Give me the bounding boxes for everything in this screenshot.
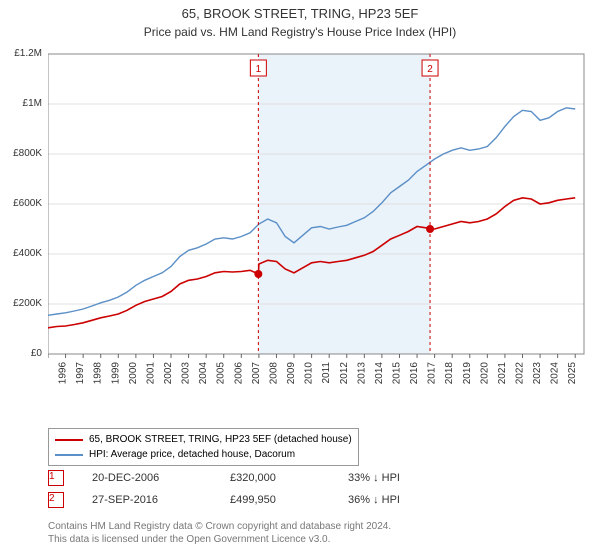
sale-price: £499,950 [230, 494, 320, 506]
ytick-label: £0 [31, 348, 42, 359]
legend-label: 65, BROOK STREET, TRING, HP23 5EF (detac… [89, 432, 352, 447]
xtick-label: 2015 [391, 362, 402, 385]
sale-row: 1 20-DEC-2006 £320,000 33% ↓ HPI [48, 470, 400, 486]
sale-marker-dot [254, 270, 262, 278]
ytick-label: £200K [13, 298, 42, 309]
chart-title: 65, BROOK STREET, TRING, HP23 5EF [0, 0, 600, 23]
ytick-label: £600K [13, 198, 42, 209]
footnote-line: This data is licensed under the Open Gov… [48, 533, 391, 546]
sale-date: 27-SEP-2016 [92, 494, 202, 506]
xtick-label: 1997 [75, 362, 86, 385]
xtick-label: 1998 [93, 362, 104, 385]
xtick-label: 2010 [304, 362, 315, 385]
xtick-label: 2016 [409, 362, 420, 385]
ytick-label: £400K [13, 248, 42, 259]
legend-swatch [55, 454, 83, 456]
footnote-line: Contains HM Land Registry data © Crown c… [48, 520, 391, 533]
xtick-label: 2002 [163, 362, 174, 385]
xtick-label: 2018 [444, 362, 455, 385]
ytick-label: £1.2M [14, 48, 42, 59]
legend-item: 65, BROOK STREET, TRING, HP23 5EF (detac… [55, 432, 352, 447]
chart-subtitle: Price paid vs. HM Land Registry's House … [0, 25, 600, 39]
xtick-label: 2023 [532, 362, 543, 385]
sale-marker-num: 1 [256, 64, 262, 75]
xtick-label: 2005 [216, 362, 227, 385]
sales-table: 1 20-DEC-2006 £320,000 33% ↓ HPI 2 27-SEP-201… [48, 470, 400, 514]
xtick-label: 2009 [286, 362, 297, 385]
price-chart: 1 2 1995 1996 1997 1998 1999 2000 2001 2002 2003 20… [48, 50, 588, 390]
xtick-label: 2001 [145, 362, 156, 385]
chart-container: 65, BROOK STREET, TRING, HP23 5EF Price … [0, 0, 600, 560]
xtick-label: 2006 [233, 362, 244, 385]
footnote: Contains HM Land Registry data © Crown c… [48, 520, 391, 546]
xtick-label: 2008 [268, 362, 279, 385]
legend-swatch [55, 439, 83, 441]
xtick-label: 2017 [427, 362, 438, 385]
xtick-label: 2022 [514, 362, 525, 385]
legend-item: HPI: Average price, detached house, Daco… [55, 447, 352, 462]
xtick-label: 2000 [128, 362, 139, 385]
xtick-label: 2019 [462, 362, 473, 385]
xtick-label: 1995 [48, 362, 51, 385]
sale-price: £320,000 [230, 472, 320, 484]
sale-diff: 33% ↓ HPI [348, 472, 400, 484]
legend: 65, BROOK STREET, TRING, HP23 5EF (detac… [48, 428, 359, 466]
xtick-label: 2012 [339, 362, 350, 385]
sale-row-marker: 1 [48, 470, 64, 486]
xtick-label: 2014 [374, 362, 385, 385]
sale-date: 20-DEC-2006 [92, 472, 202, 484]
xtick-label: 1999 [110, 362, 121, 385]
ytick-label: £800K [13, 148, 42, 159]
xtick-label: 2004 [198, 362, 209, 385]
sale-marker-num: 2 [427, 64, 433, 75]
sale-row: 2 27-SEP-2016 £499,950 36% ↓ HPI [48, 492, 400, 508]
xtick-label: 2025 [567, 362, 578, 385]
xtick-label: 2020 [479, 362, 490, 385]
sale-marker-dot [426, 225, 434, 233]
xtick-label: 2024 [550, 362, 561, 385]
legend-label: HPI: Average price, detached house, Daco… [89, 447, 295, 462]
xtick-label: 2021 [497, 362, 508, 385]
xtick-label: 1996 [58, 362, 69, 385]
ytick-label: £1M [23, 98, 42, 109]
y-axis-labels: £0 £200K £400K £600K £800K £1M £1.2M [0, 50, 46, 390]
xtick-label: 2003 [181, 362, 192, 385]
xtick-label: 2007 [251, 362, 262, 385]
xtick-label: 2013 [356, 362, 367, 385]
sale-diff: 36% ↓ HPI [348, 494, 400, 506]
sale-row-marker: 2 [48, 492, 64, 508]
xtick-label: 2011 [321, 362, 332, 384]
